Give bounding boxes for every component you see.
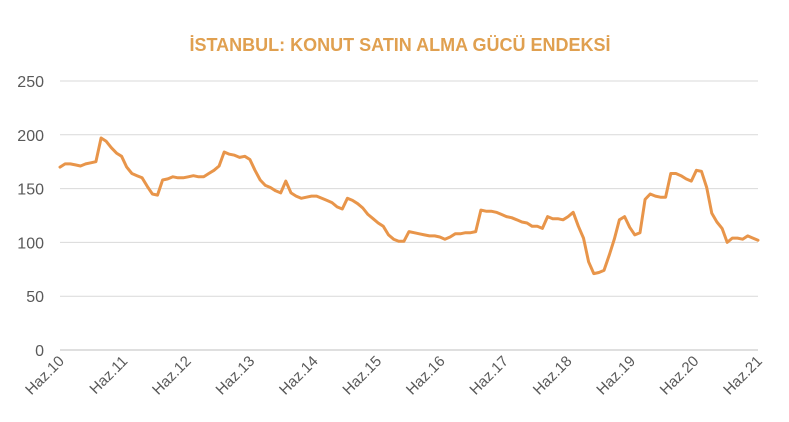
x-tick-label: Haz.12 [149, 353, 195, 399]
series-layer [58, 136, 760, 276]
y-tick-label: 250 [17, 74, 44, 91]
y-tick-label: 150 [17, 182, 44, 199]
y-tick-label: 0 [35, 343, 44, 360]
gridlines [60, 80, 758, 351]
series-line [58, 136, 760, 276]
x-tick-label: Haz.11 [86, 353, 131, 398]
x-tick-label: Haz.16 [403, 353, 449, 399]
x-tick-label: Haz.10 [22, 353, 68, 399]
x-tick-label: Haz.21 [720, 353, 766, 399]
chart-title: İSTANBUL: KONUT SATIN ALMA GÜCÜ ENDEKSİ [190, 35, 611, 55]
x-tick-label: Haz.18 [530, 353, 576, 399]
x-tick-label: Haz.13 [213, 353, 259, 399]
y-tick-label: 100 [17, 235, 44, 252]
x-tick-label: Haz.15 [339, 353, 385, 399]
x-axis-ticks: Haz.10 Haz.11 Haz.12 Haz.13 Haz.14 Haz.15 Haz.… [22, 353, 766, 399]
x-tick-label: Haz.19 [593, 353, 639, 399]
x-tick-label: Haz.20 [657, 353, 703, 399]
y-axis-ticks: 0 50 100 150 200 250 [17, 74, 44, 360]
x-tick-label: Haz.14 [276, 353, 322, 399]
y-tick-label: 200 [17, 128, 44, 145]
x-tick-label: Haz.17 [466, 353, 512, 399]
y-tick-label: 50 [26, 289, 44, 306]
